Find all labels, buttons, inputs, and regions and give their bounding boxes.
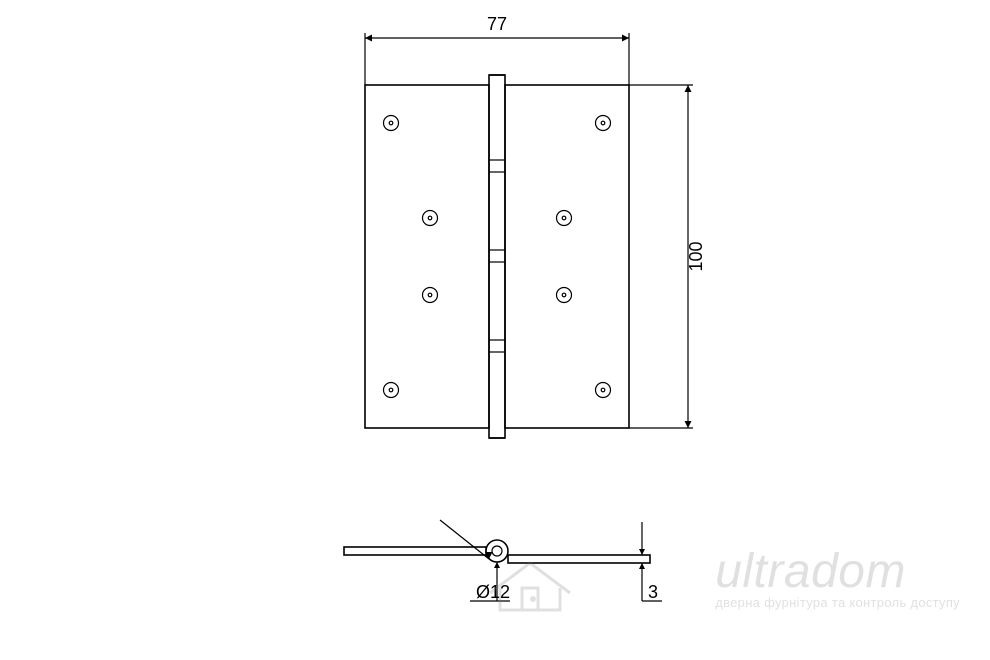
screw-hole: [423, 288, 438, 303]
dim-width-label: 77: [487, 14, 507, 34]
screw-hole: [384, 383, 399, 398]
watermark: ultradom дверна фурнітура та контроль до…: [715, 544, 960, 610]
section-left-leaf: [344, 547, 486, 555]
hinge-knuckle: [489, 75, 505, 438]
watermark-brand: ultradom: [715, 544, 960, 599]
dim-height-label: 100: [686, 241, 706, 271]
screw-hole: [557, 288, 572, 303]
screw-hole: [596, 383, 611, 398]
hinge-left-leaf: [365, 85, 489, 428]
watermark-subtitle: дверна фурнітура та контроль доступу: [715, 595, 960, 610]
screw-hole: [384, 116, 399, 131]
screw-hole: [557, 211, 572, 226]
hinge-right-leaf: [505, 85, 629, 428]
screw-hole: [423, 211, 438, 226]
screw-hole: [596, 116, 611, 131]
